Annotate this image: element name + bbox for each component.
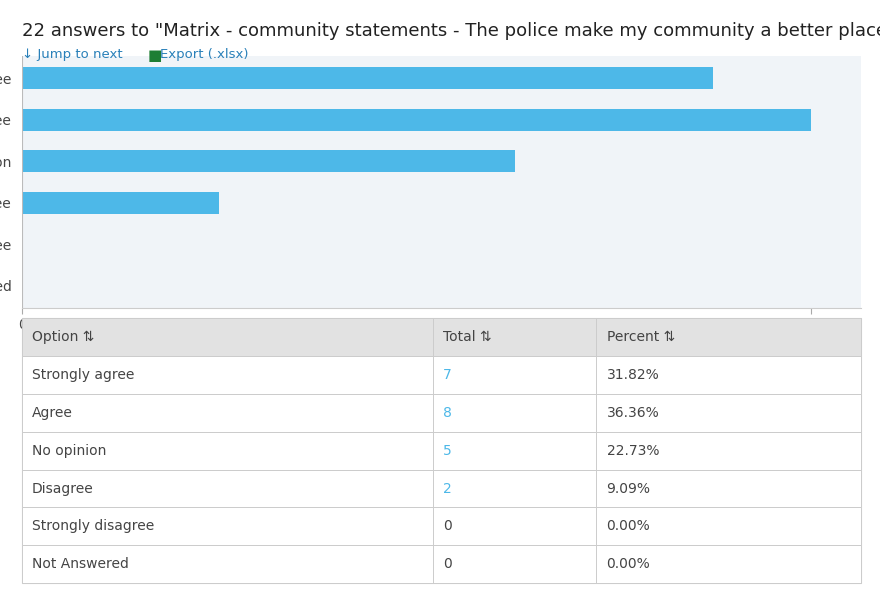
Bar: [22, 319, 861, 356]
Text: Strongly agree: Strongly agree: [32, 368, 135, 382]
Text: 22 answers to "Matrix - community statements - The police make my community a be: 22 answers to "Matrix - community statem…: [22, 22, 880, 41]
Text: 8: 8: [443, 406, 451, 420]
Text: Total ⇅: Total ⇅: [443, 330, 492, 345]
Bar: [22, 469, 861, 508]
Bar: [22, 356, 861, 394]
Text: 31.82%: 31.82%: [606, 368, 659, 382]
Text: Option ⇅: Option ⇅: [32, 330, 94, 345]
Text: 9.09%: 9.09%: [606, 482, 650, 495]
Bar: [22, 67, 713, 89]
Text: 2: 2: [443, 482, 451, 495]
Text: Agree: Agree: [32, 406, 73, 420]
Bar: [22, 545, 861, 583]
Bar: [22, 150, 516, 172]
Bar: [22, 109, 811, 131]
Text: 5: 5: [443, 444, 451, 458]
Text: 0.00%: 0.00%: [606, 557, 650, 571]
Text: No opinion: No opinion: [32, 444, 106, 458]
Text: Strongly disagree: Strongly disagree: [32, 519, 154, 534]
Text: Not Answered: Not Answered: [32, 557, 129, 571]
Text: Disagree: Disagree: [32, 482, 94, 495]
Text: Export (.xlsx): Export (.xlsx): [160, 48, 249, 61]
Bar: [22, 508, 861, 545]
Bar: [22, 394, 861, 432]
Text: 0: 0: [443, 519, 451, 534]
Text: 0.00%: 0.00%: [606, 519, 650, 534]
Text: ↓ Jump to next: ↓ Jump to next: [22, 48, 122, 61]
Text: 22.73%: 22.73%: [606, 444, 659, 458]
Bar: [22, 432, 861, 469]
Bar: [22, 192, 219, 214]
Text: 7: 7: [443, 368, 451, 382]
Text: 0: 0: [443, 557, 451, 571]
Text: ■: ■: [148, 48, 162, 63]
Text: 36.36%: 36.36%: [606, 406, 659, 420]
Text: Percent ⇅: Percent ⇅: [606, 330, 675, 345]
